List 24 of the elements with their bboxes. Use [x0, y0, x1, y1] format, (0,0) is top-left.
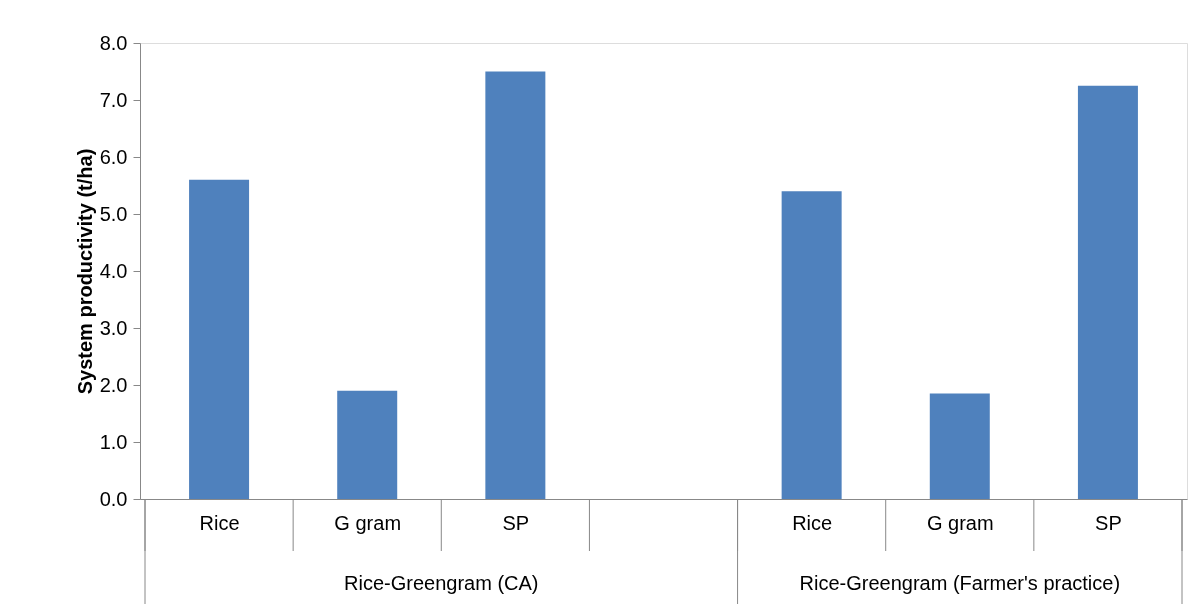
- x-tick-label: G gram: [926, 511, 994, 534]
- bar: [929, 393, 990, 499]
- text: Rice-Greengram (CA): [344, 572, 539, 594]
- y-tick-label: 7.0: [99, 88, 128, 111]
- y-tick-label: 5.0: [99, 202, 128, 225]
- bar: [485, 71, 546, 499]
- x-tick-label: Rice: [792, 511, 833, 534]
- bar: [337, 390, 398, 499]
- y-tick-label: 8.0: [99, 31, 128, 54]
- x-tick-label: SP: [1095, 511, 1122, 534]
- x-tick-label: SP: [502, 511, 530, 534]
- y-tick-label: 4.0: [99, 259, 128, 282]
- y-tick-label: 6.0: [99, 145, 128, 168]
- text: Rice-Greengram (Farmer's practice): [799, 572, 1121, 594]
- bar: [1077, 85, 1138, 499]
- x-tick-label: Rice: [199, 511, 240, 534]
- y-tick-label: 1.0: [99, 430, 128, 453]
- y-tick-label: 3.0: [99, 316, 128, 339]
- y-tick-label: 0.0: [99, 487, 128, 510]
- bar: [781, 191, 842, 499]
- x-tick-label: G gram: [334, 511, 402, 534]
- y-axis-title: System productivity (t/ha): [73, 148, 96, 395]
- bar: [189, 179, 250, 499]
- y-tick-label: 2.0: [99, 373, 128, 396]
